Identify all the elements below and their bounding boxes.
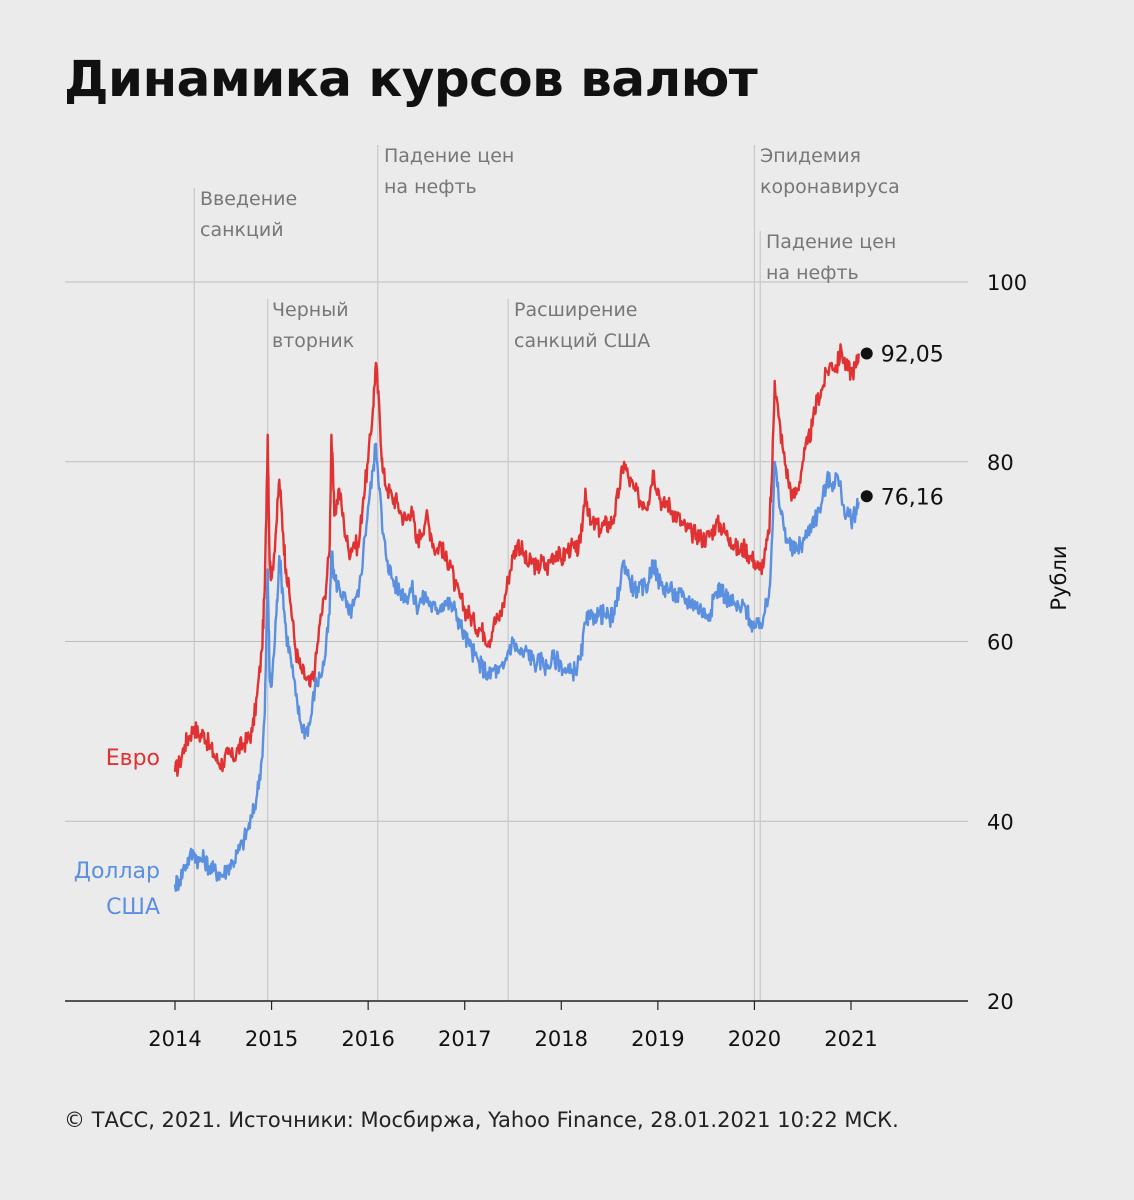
annotation-text-1-0: Черный <box>272 299 349 321</box>
end-marker-euro <box>860 347 873 360</box>
annotation-layer: Введение санкций Черный вторник Падение цен н… <box>193 145 900 1001</box>
annotation-text-2-0: Падение цен <box>384 145 514 167</box>
series-label-usd-0: Доллар <box>74 859 160 884</box>
annotation-text-5-0: Падение цен <box>766 231 896 253</box>
grid-layer <box>65 281 968 822</box>
annotation-text-5-1: на нефть <box>766 262 859 284</box>
chart-title: Динамика курсов валют <box>64 50 758 108</box>
label-layer: 92,05 Евро 76,16 Доллар США <box>74 342 944 920</box>
x-tick-label-2017: 2017 <box>438 1027 491 1051</box>
source-footer: © ТАСС, 2021. Источники: Мосбиржа, Yahoo… <box>64 1108 899 1132</box>
annotation-text-4-1: коронавируса <box>760 176 900 198</box>
series-layer <box>173 343 860 892</box>
y-tick-label-60: 60 <box>987 631 1014 655</box>
x-tick-label-2016: 2016 <box>341 1027 394 1051</box>
y-tick-label-40: 40 <box>987 810 1014 834</box>
annotation-text-0-0: Введение <box>200 188 297 210</box>
x-tick-label-2018: 2018 <box>535 1027 588 1051</box>
y-tick-label-20: 20 <box>987 990 1014 1014</box>
series-label-usd-1: США <box>106 895 160 920</box>
series-label-euro-0: Евро <box>106 746 160 771</box>
x-tick-label-2015: 2015 <box>245 1027 298 1051</box>
annotation-text-3-1: санкций США <box>514 330 650 352</box>
x-tick-label-2019: 2019 <box>631 1027 684 1051</box>
chart-canvas: Введение санкций Черный вторник Падение цен н… <box>65 145 1071 1051</box>
y-axis-title: Рубли <box>1047 545 1071 610</box>
annotation-text-0-1: санкций <box>200 219 284 241</box>
axis-layer: 20 40 60 80 100 Рубли 2014 2015 2016 2017 2018 2019… <box>65 271 1071 1051</box>
end-value-label-usd: 76,16 <box>881 485 944 510</box>
end-value-label-euro: 92,05 <box>881 342 944 367</box>
x-tick-label-2021: 2021 <box>824 1027 877 1051</box>
y-tick-label-100: 100 <box>987 271 1027 295</box>
x-tick-label-2014: 2014 <box>148 1027 201 1051</box>
annotation-text-2-1: на нефть <box>384 176 477 198</box>
annotation-text-4-0: Эпидемия <box>760 145 861 167</box>
series-line-euro <box>173 343 860 777</box>
end-marker-usd <box>860 490 873 503</box>
annotation-text-3-0: Расширение <box>514 299 638 321</box>
y-tick-label-80: 80 <box>987 451 1014 475</box>
annotation-text-1-1: вторник <box>272 330 354 352</box>
x-tick-label-2020: 2020 <box>728 1027 781 1051</box>
series-line-usd <box>173 442 860 892</box>
